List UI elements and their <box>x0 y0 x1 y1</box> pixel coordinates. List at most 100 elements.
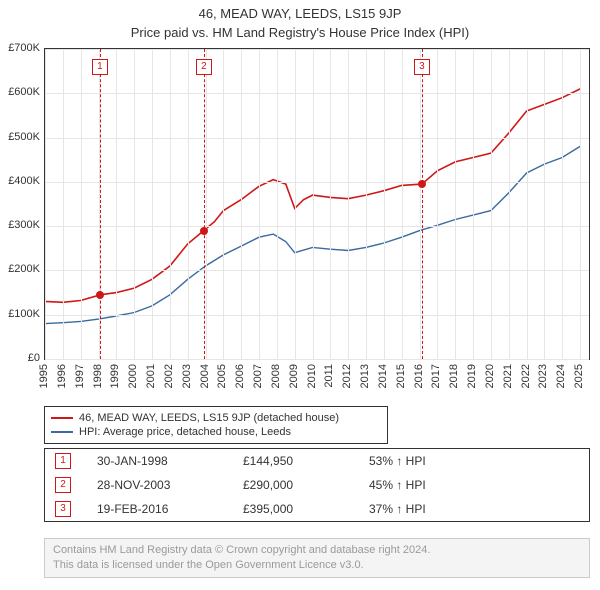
sale-marker-flag: 3 <box>414 59 430 75</box>
y-axis-label: £0 <box>0 352 40 364</box>
x-axis-label: 2010 <box>306 364 318 388</box>
gridline-vertical <box>562 49 563 359</box>
sale-marker-line <box>100 49 101 359</box>
x-axis-label: 1995 <box>38 364 50 388</box>
x-axis-label: 1996 <box>56 364 68 388</box>
chart-svg <box>45 49 589 359</box>
x-axis-label: 2012 <box>341 364 353 388</box>
sale-marker-line <box>204 49 205 359</box>
gridline-horizontal <box>45 182 589 183</box>
x-axis-label: 1998 <box>92 364 104 388</box>
gridline-horizontal <box>45 315 589 316</box>
sale-price: £290,000 <box>243 478 343 492</box>
x-axis-label: 2025 <box>573 364 585 388</box>
gridline-vertical <box>206 49 207 359</box>
sale-marker-line <box>422 49 423 359</box>
sale-marker-dot <box>200 227 208 235</box>
legend-swatch <box>51 431 73 433</box>
sales-table: 1 30-JAN-1998 £144,950 53% ↑ HPI 2 28-NOV-200… <box>44 448 590 522</box>
x-axis-label: 2018 <box>448 364 460 388</box>
gridline-horizontal <box>45 49 589 50</box>
footer-line: This data is licensed under the Open Gov… <box>53 558 581 573</box>
x-axis-label: 2000 <box>127 364 139 388</box>
sale-vs-hpi: 53% ↑ HPI <box>369 454 489 468</box>
gridline-vertical <box>223 49 224 359</box>
sale-vs-hpi: 45% ↑ HPI <box>369 478 489 492</box>
legend-swatch <box>51 417 73 419</box>
x-axis-label: 1997 <box>74 364 86 388</box>
x-axis-label: 2022 <box>520 364 532 388</box>
gridline-vertical <box>527 49 528 359</box>
gridline-vertical <box>330 49 331 359</box>
x-axis-label: 2019 <box>466 364 478 388</box>
gridline-horizontal <box>45 359 589 360</box>
legend-label: HPI: Average price, detached house, Leed… <box>79 426 291 438</box>
gridline-vertical <box>420 49 421 359</box>
chart-plot-area: 1 2 3 <box>44 48 590 360</box>
gridline-vertical <box>455 49 456 359</box>
gridline-vertical <box>259 49 260 359</box>
legend-label: 46, MEAD WAY, LEEDS, LS15 9JP (detached … <box>79 412 339 424</box>
gridline-vertical <box>170 49 171 359</box>
x-axis-label: 2015 <box>395 364 407 388</box>
gridline-vertical <box>295 49 296 359</box>
gridline-vertical <box>473 49 474 359</box>
x-axis-label: 2016 <box>413 364 425 388</box>
license-footer: Contains HM Land Registry data © Crown c… <box>44 538 590 578</box>
sale-date: 28-NOV-2003 <box>97 478 217 492</box>
gridline-horizontal <box>45 226 589 227</box>
x-axis-label: 2007 <box>252 364 264 388</box>
x-axis-label: 2023 <box>537 364 549 388</box>
gridline-horizontal <box>45 93 589 94</box>
gridline-vertical <box>384 49 385 359</box>
x-axis-label: 2004 <box>199 364 211 388</box>
sale-marker-dot <box>418 180 426 188</box>
sale-index: 1 <box>55 453 71 469</box>
x-axis-label: 2013 <box>359 364 371 388</box>
legend-item: HPI: Average price, detached house, Leed… <box>51 425 381 439</box>
x-axis-label: 2001 <box>145 364 157 388</box>
y-axis-label: £300K <box>0 219 40 231</box>
y-axis-label: £700K <box>0 42 40 54</box>
gridline-vertical <box>580 49 581 359</box>
gridline-vertical <box>81 49 82 359</box>
y-axis-label: £400K <box>0 175 40 187</box>
gridline-vertical <box>348 49 349 359</box>
x-axis-label: 2014 <box>377 364 389 388</box>
x-axis-label: 2020 <box>484 364 496 388</box>
x-axis-label: 2005 <box>216 364 228 388</box>
gridline-vertical <box>402 49 403 359</box>
sale-marker-flag: 1 <box>92 59 108 75</box>
sale-price: £395,000 <box>243 502 343 516</box>
legend-item: 46, MEAD WAY, LEEDS, LS15 9JP (detached … <box>51 411 381 425</box>
gridline-vertical <box>116 49 117 359</box>
sale-vs-hpi: 37% ↑ HPI <box>369 502 489 516</box>
chart-subtitle: Price paid vs. HM Land Registry's House … <box>0 21 600 46</box>
sales-table-row: 1 30-JAN-1998 £144,950 53% ↑ HPI <box>45 449 589 473</box>
gridline-vertical <box>241 49 242 359</box>
x-axis-label: 2021 <box>502 364 514 388</box>
gridline-vertical <box>491 49 492 359</box>
sale-index: 2 <box>55 477 71 493</box>
x-axis-label: 2003 <box>181 364 193 388</box>
sale-index: 3 <box>55 501 71 517</box>
x-axis-label: 2024 <box>555 364 567 388</box>
x-axis-label: 2006 <box>234 364 246 388</box>
gridline-vertical <box>63 49 64 359</box>
x-axis-label: 2011 <box>323 364 335 388</box>
gridline-vertical <box>437 49 438 359</box>
x-axis-label: 2009 <box>288 364 300 388</box>
sale-marker-flag: 2 <box>196 59 212 75</box>
sale-date: 30-JAN-1998 <box>97 454 217 468</box>
gridline-vertical <box>544 49 545 359</box>
x-axis-label: 2017 <box>430 364 442 388</box>
x-axis-label: 1999 <box>109 364 121 388</box>
x-axis-label: 2008 <box>270 364 282 388</box>
y-axis-label: £600K <box>0 86 40 98</box>
gridline-vertical <box>277 49 278 359</box>
gridline-vertical <box>188 49 189 359</box>
sale-price: £144,950 <box>243 454 343 468</box>
sale-date: 19-FEB-2016 <box>97 502 217 516</box>
x-axis-label: 2002 <box>163 364 175 388</box>
gridline-vertical <box>152 49 153 359</box>
